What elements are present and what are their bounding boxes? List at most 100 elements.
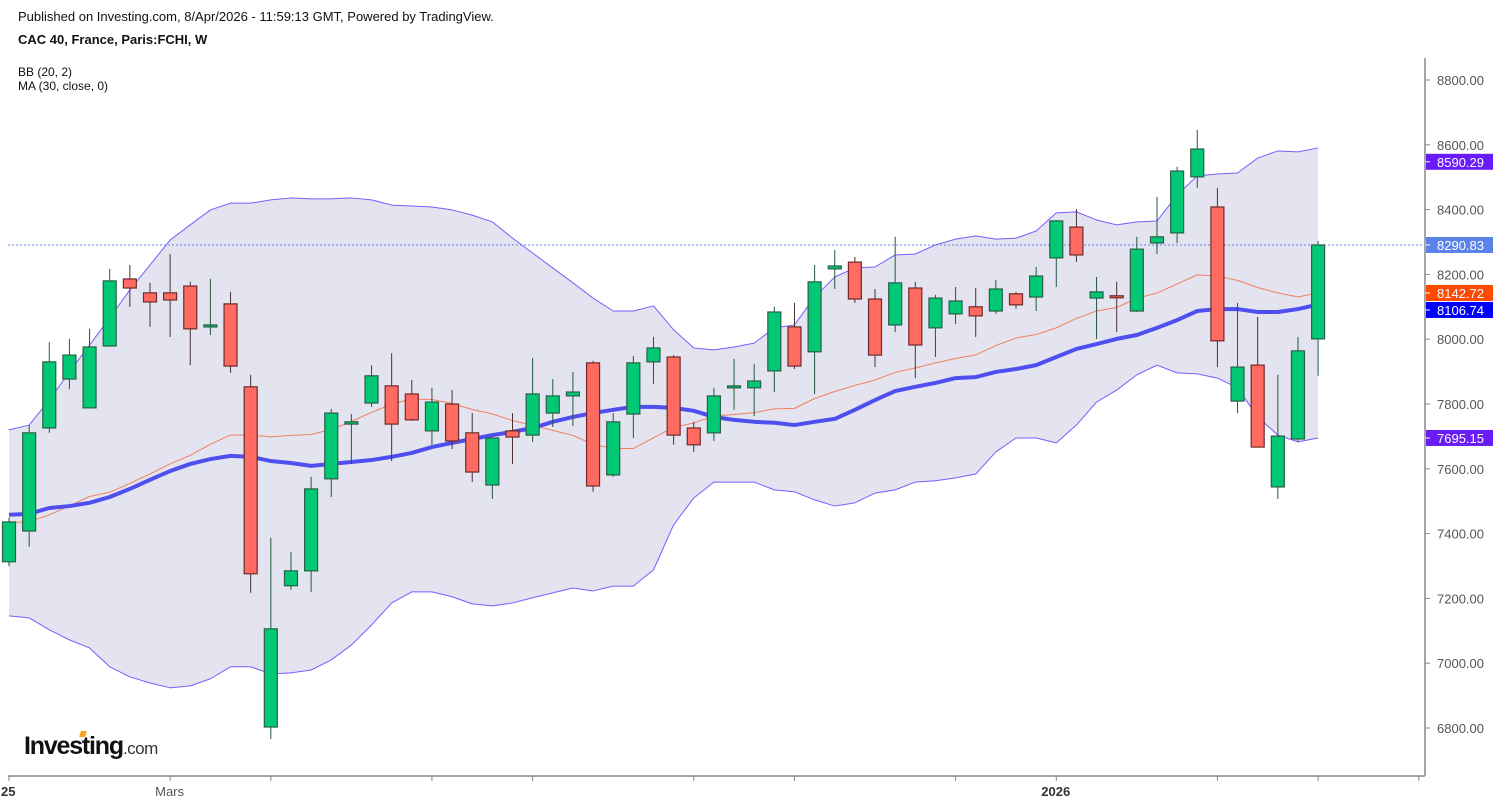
investing-logo: Investing.com: [24, 731, 158, 761]
candle: [1210, 187, 1225, 368]
last-value-label: 8106.74: [1425, 301, 1493, 318]
candle-body: [646, 347, 661, 363]
candle: [243, 374, 258, 593]
candle: [344, 414, 359, 464]
chart-title: CAC 40, France, Paris:FCHI, W: [18, 32, 208, 47]
candle-body: [807, 281, 822, 353]
candle-body: [62, 354, 77, 380]
indicator-bb-label[interactable]: BB (20, 2): [18, 65, 73, 79]
candle-body: [163, 292, 178, 301]
bollinger-band-fill: [9, 147, 1319, 688]
price-tick-label: 7800.00: [1437, 397, 1484, 412]
price-tick-label: 7000.00: [1437, 656, 1484, 671]
candle: [565, 371, 581, 427]
candle-body: [1109, 295, 1124, 299]
candle-body: [968, 306, 983, 317]
candle-body: [585, 362, 601, 487]
candle-body: [1008, 293, 1024, 306]
candle-body: [747, 380, 762, 389]
candle-body: [1029, 275, 1044, 298]
price-tick-label: 8200.00: [1437, 267, 1484, 282]
candle-body: [424, 401, 440, 432]
candle-body: [908, 287, 923, 346]
candle-body: [666, 356, 681, 436]
candle-body: [565, 391, 581, 397]
candle-body: [1, 521, 17, 563]
candle: [384, 353, 399, 462]
price-tick-label: 8800.00: [1437, 73, 1484, 88]
candle: [968, 288, 983, 337]
candle-body: [1290, 350, 1306, 440]
candle: [807, 265, 822, 394]
price-tick-label: 8600.00: [1437, 138, 1484, 153]
bb-basis-line: [8, 274, 1319, 524]
last-value-badge: [1426, 301, 1493, 318]
candle-body: [42, 361, 57, 429]
candle-body: [545, 395, 560, 414]
candle: [1190, 129, 1205, 188]
last-value-label: 7695.15: [1425, 429, 1493, 446]
candle: [505, 413, 520, 464]
candle: [1, 517, 17, 566]
candle-body: [102, 280, 117, 347]
bb-upper-line: [8, 147, 1319, 431]
candle-body: [1049, 220, 1064, 259]
candle-body: [1310, 244, 1326, 340]
candle-body: [404, 393, 419, 421]
candle-body: [626, 362, 641, 415]
time-tick-label: Mars: [155, 784, 184, 799]
published-note: Published on Investing.com, 8/Apr/2026 -…: [18, 9, 494, 24]
candle: [747, 363, 762, 416]
candle: [465, 413, 480, 483]
candle: [485, 437, 500, 499]
candle: [928, 294, 943, 358]
candle-body: [1149, 236, 1165, 244]
last-value-badge: [1426, 153, 1493, 170]
candle-body: [1190, 148, 1205, 178]
bb-lower-line: [8, 364, 1319, 689]
candle-body: [344, 421, 359, 425]
candle-body: [283, 570, 299, 587]
candle-body: [787, 326, 802, 367]
price-tick-label: 7600.00: [1437, 462, 1484, 477]
candle-body: [888, 282, 903, 326]
candle: [1250, 316, 1265, 448]
candle-body: [928, 297, 943, 329]
candle-body: [324, 412, 339, 480]
candle-body: [827, 265, 842, 270]
candle-body: [847, 261, 862, 300]
candle: [223, 291, 238, 373]
logo-suffix: .com: [122, 739, 158, 758]
price-tick-label: 6800.00: [1437, 721, 1484, 736]
indicator-ma-label[interactable]: MA (30, close, 0): [18, 79, 109, 93]
candle: [908, 281, 923, 379]
candle-body: [122, 278, 137, 289]
candle: [1170, 166, 1185, 243]
candle: [22, 425, 37, 547]
last-value-badge: [1426, 284, 1493, 301]
candle: [847, 256, 862, 303]
candle: [122, 265, 137, 307]
last-value-badge: [1426, 236, 1493, 253]
candle: [1049, 219, 1064, 288]
candle-body: [243, 386, 258, 575]
candle-body: [767, 311, 782, 372]
candle-body: [364, 375, 379, 404]
candle: [525, 357, 540, 442]
candle: [827, 250, 842, 289]
candle-body: [183, 285, 198, 330]
candle: [364, 365, 379, 407]
candle: [183, 281, 198, 366]
candle-body: [82, 346, 97, 409]
candle-body: [686, 427, 701, 446]
candle-body: [304, 488, 319, 572]
candle-body: [948, 300, 963, 315]
candle: [203, 278, 218, 335]
candle: [324, 408, 339, 497]
candle-body: [22, 432, 37, 532]
candle-body: [142, 292, 158, 303]
candle-body: [988, 288, 1003, 312]
candle: [867, 288, 883, 368]
candle: [1129, 236, 1144, 312]
